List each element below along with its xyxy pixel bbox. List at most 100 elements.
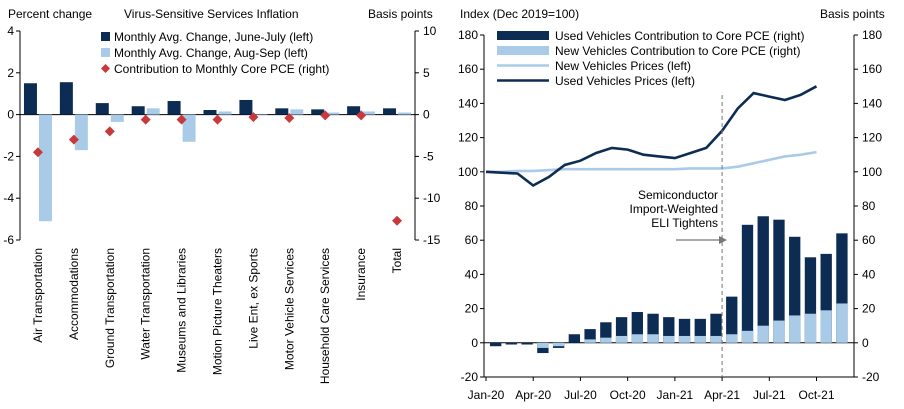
- bar-june-july: [131, 106, 145, 115]
- annotation-arrow-head: [719, 236, 727, 244]
- bar-used-vehicles-contribution: [710, 313, 722, 343]
- bar-used-vehicles-contribution: [789, 236, 801, 343]
- right-chart-left-tick-label: 120: [458, 131, 478, 145]
- marker-core-pce-contribution: [32, 147, 43, 158]
- bar-used-vehicles-contribution: [678, 318, 691, 343]
- bar-used-vehicles-contribution: [663, 317, 675, 343]
- right-chart-right-tick-label: 180: [862, 28, 882, 42]
- bar-new-vehicles-contribution: [631, 334, 643, 343]
- category-label: Household Care Services: [318, 248, 332, 384]
- right-chart-right-tick-label: 140: [862, 96, 882, 110]
- category-label: Museums and Libraries: [175, 248, 189, 373]
- legend-swatch: [101, 48, 110, 57]
- marker-core-pce-contribution: [68, 134, 79, 145]
- left-chart-right-tick-label: -10: [423, 191, 441, 205]
- left-chart-left-tick-label: 0: [7, 108, 14, 122]
- right-chart-right-axis-title: Basis points: [820, 7, 885, 21]
- right-chart-x-tick-label: Apr-21: [704, 388, 740, 402]
- legend-label: New Vehicles Contribution to Core PCE (r…: [555, 44, 800, 58]
- bar-new-vehicles-contribution: [552, 342, 565, 347]
- right-chart-right-tick-label: 100: [862, 165, 882, 179]
- bar-new-vehicles-contribution: [710, 335, 722, 343]
- right-chart-x-tick-label: Oct-20: [610, 388, 646, 402]
- bar-new-vehicles-contribution: [726, 334, 738, 343]
- bar-june-july: [347, 106, 361, 115]
- category-label: Live Ent, ex Sports: [246, 248, 260, 349]
- right-chart-right-tick-label: 40: [862, 267, 876, 281]
- legend-label: New Vehicles Prices (left): [555, 59, 691, 73]
- bar-aug-sep: [146, 108, 160, 115]
- category-label: Motor Vehicle Services: [282, 248, 296, 370]
- left-chart-left-tick-label: 4: [7, 24, 14, 38]
- bar-used-vehicles-contribution: [773, 219, 785, 343]
- category-label: Accommodations: [67, 248, 81, 340]
- left-chart-left-tick-label: -4: [3, 191, 14, 205]
- right-chart-left-tick-label: -20: [461, 370, 479, 384]
- bar-used-vehicles-contribution: [694, 318, 706, 343]
- line-used-vehicles-prices: [485, 85, 818, 188]
- marker-core-pce-contribution: [212, 114, 223, 125]
- bar-new-vehicles-contribution: [773, 320, 785, 343]
- legend-label: Monthly Avg. Change, Aug-Sep (left): [114, 46, 308, 60]
- right-chart-x-tick-label: Jul-21: [753, 388, 786, 402]
- bar-aug-sep: [326, 112, 340, 115]
- category-label: Total: [390, 248, 404, 273]
- legend-label: Used Vehicles Contribution to Core PCE (…: [555, 29, 804, 43]
- right-chart-right-tick-label: 160: [862, 62, 882, 76]
- bar-june-july: [311, 109, 325, 115]
- line-new-vehicles-prices: [486, 150, 817, 174]
- marker-core-pce-contribution: [284, 112, 295, 123]
- right-chart-left-tick-label: 0: [471, 336, 478, 350]
- bar-june-july: [275, 108, 289, 115]
- bar-new-vehicles-contribution: [537, 342, 549, 348]
- legend-label: Used Vehicles Prices (left): [555, 74, 695, 88]
- bar-june-july: [95, 103, 109, 115]
- legend-label: Monthly Avg. Change, June-July (left): [114, 30, 313, 44]
- bar-june-july: [203, 110, 217, 115]
- annotation-line-3: ELI Tightens: [651, 216, 718, 230]
- category-label: Water Transportation: [139, 248, 153, 360]
- right-chart-x-tick-label: Jul-20: [564, 388, 597, 402]
- bar-aug-sep: [182, 114, 196, 142]
- bar-june-july: [59, 82, 73, 115]
- right-chart-left-tick-label: 80: [465, 199, 479, 213]
- bar-used-vehicles-contribution: [836, 233, 848, 343]
- bar-aug-sep: [38, 114, 52, 222]
- marker-core-pce-contribution: [320, 110, 331, 121]
- left-chart-right-tick-label: -5: [423, 149, 434, 163]
- legend-label: Contribution to Monthly Core PCE (right): [114, 62, 329, 76]
- marker-core-pce-contribution: [140, 114, 151, 125]
- right-chart-right-tick-label: 60: [862, 233, 876, 247]
- bar-aug-sep: [398, 112, 412, 115]
- left-chart-left-tick-label: -2: [3, 149, 14, 163]
- bar-aug-sep: [290, 109, 304, 115]
- category-label: Air Transportation: [31, 248, 45, 343]
- bar-used-vehicles-contribution: [568, 334, 581, 343]
- right-chart-x-tick-label: Oct-21: [799, 388, 835, 402]
- right-chart-right-tick-label: 20: [862, 302, 876, 316]
- bar-new-vehicles-contribution: [741, 330, 754, 343]
- bar-new-vehicles-contribution: [836, 303, 848, 343]
- left-chart-right-tick-label: 0: [423, 108, 430, 122]
- category-label: Insurance: [354, 248, 368, 301]
- left-chart-left-tick-label: -6: [3, 233, 14, 247]
- bar-used-vehicles-contribution: [804, 257, 817, 343]
- bar-new-vehicles-contribution: [694, 335, 706, 343]
- bar-used-vehicles-contribution: [726, 296, 738, 343]
- bar-aug-sep: [110, 114, 124, 122]
- right-chart-left-tick-label: 140: [458, 96, 478, 110]
- right-chart-left-tick-label: 20: [465, 302, 479, 316]
- bar-used-vehicles-contribution: [631, 312, 643, 343]
- bar-used-vehicles-contribution: [820, 253, 832, 343]
- right-chart-left-tick-label: 180: [458, 28, 478, 42]
- left-chart-right-tick-label: 10: [423, 24, 437, 38]
- annotation-line-1: Semiconductor: [638, 188, 718, 202]
- left-chart-title: Virus-Sensitive Services Inflation: [124, 7, 299, 21]
- left-chart-left-axis-title: Percent change: [8, 7, 92, 21]
- bar-used-vehicles-contribution: [505, 342, 518, 345]
- right-chart-left-tick-label: 100: [458, 165, 478, 179]
- right-chart-x-tick-label: Apr-20: [515, 388, 551, 402]
- bar-new-vehicles-contribution: [820, 310, 832, 343]
- annotation-line-2: Import-Weighted: [630, 202, 718, 216]
